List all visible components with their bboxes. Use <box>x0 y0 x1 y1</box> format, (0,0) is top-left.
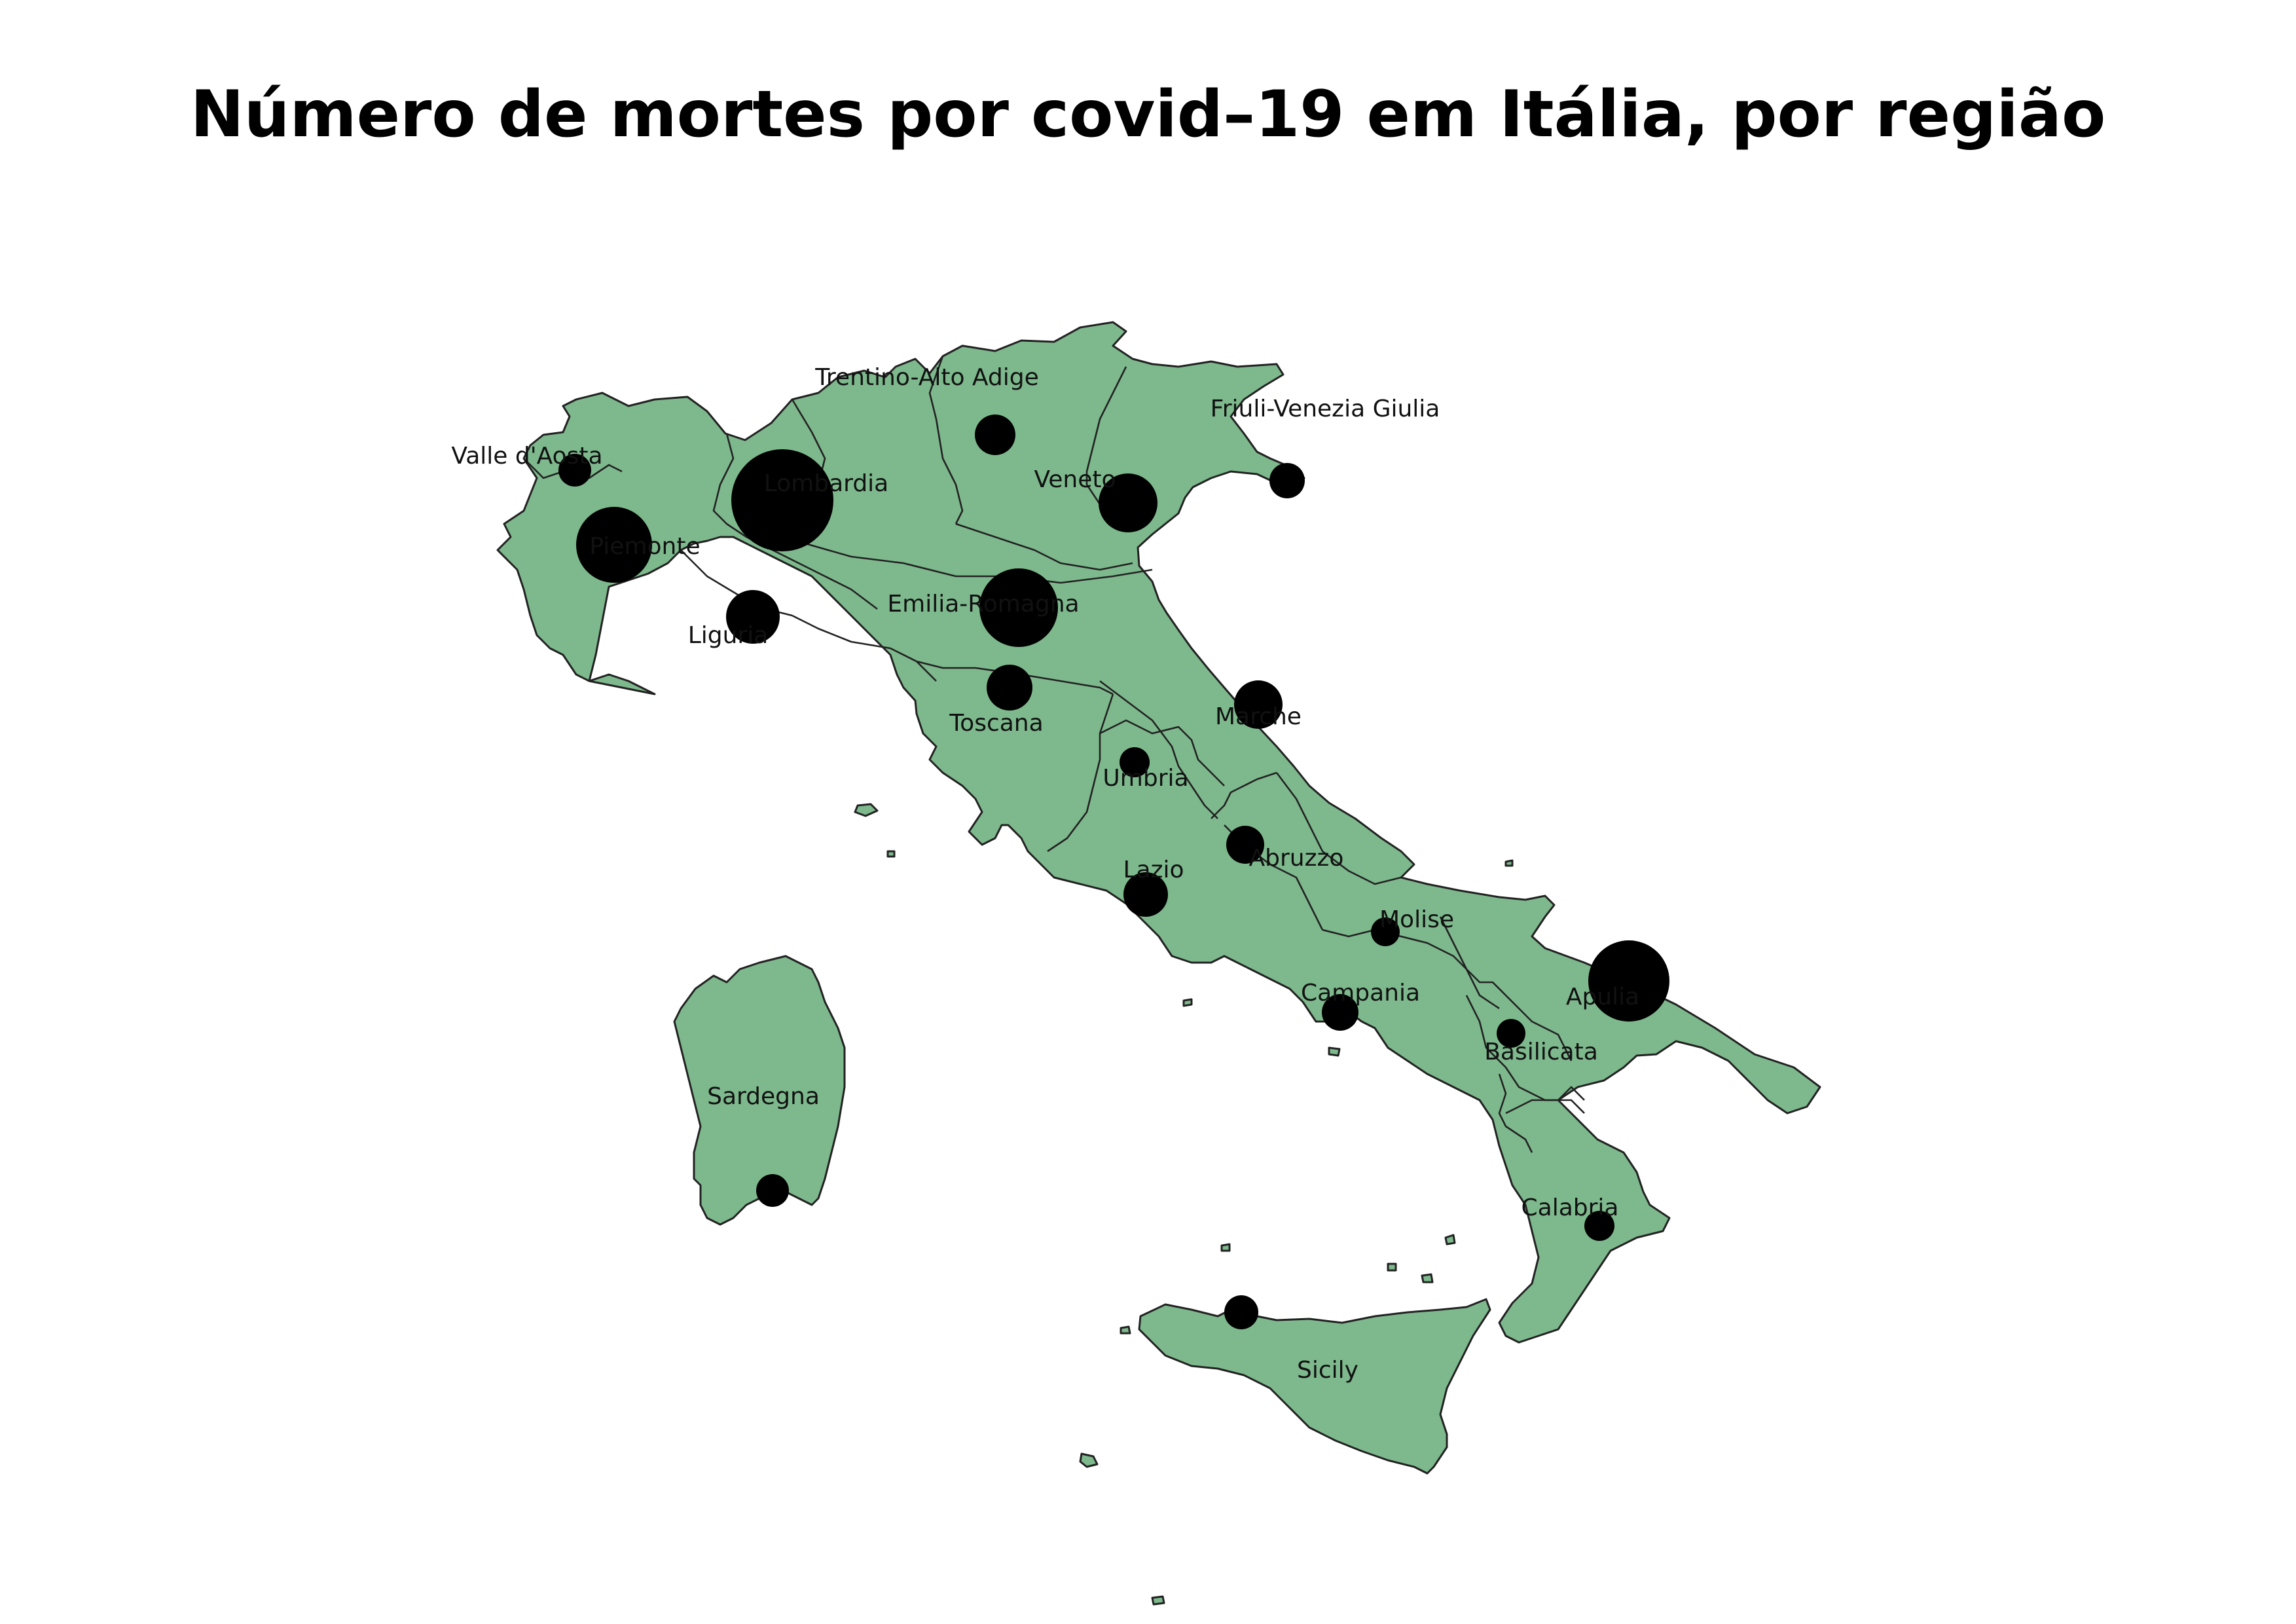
eolie-island-1 <box>1421 1273 1434 1283</box>
label-trentino-alto-adige: Trentino-Alto Adige <box>814 364 1039 391</box>
bubble-trentino-alto-adige <box>975 415 1015 455</box>
bubble-puglia <box>1588 940 1669 1022</box>
capri-island <box>1328 1046 1341 1057</box>
ponza-island <box>1182 998 1193 1007</box>
label-toscana: Toscana <box>949 710 1043 737</box>
label-puglia: Apulia <box>1566 984 1639 1010</box>
region-labels: Valle d'Aosta Piemonte Lombardia Liguria… <box>451 364 1639 1384</box>
giglio-island <box>886 850 896 858</box>
label-lazio: Lazio <box>1123 857 1184 883</box>
label-campania: Campania <box>1301 980 1420 1006</box>
mainland-italy <box>496 321 1821 1344</box>
label-lombardia: Lombardia <box>764 470 889 497</box>
bubble-friuli-venezia-giulia <box>1269 463 1305 498</box>
label-emilia-romagna: Emilia-Romagna <box>887 591 1079 618</box>
bubble-toscana <box>987 665 1032 710</box>
eolie-island-3 <box>1444 1234 1456 1246</box>
bubble-sardegna <box>756 1174 789 1207</box>
label-umbria: Umbria <box>1102 765 1188 792</box>
label-friuli-venezia-giulia: Friuli-Venezia Giulia <box>1211 396 1440 422</box>
bubble-abruzzo <box>1226 826 1264 864</box>
bubble-lazio <box>1123 872 1168 917</box>
label-calabria: Calabria <box>1522 1194 1619 1221</box>
bubble-emilia-romagna <box>979 568 1058 647</box>
sicily-island <box>1138 1298 1491 1475</box>
label-molise: Molise <box>1379 906 1454 933</box>
bubble-veneto <box>1099 473 1157 532</box>
elba-island <box>854 803 879 817</box>
bubble-calabria <box>1584 1211 1614 1241</box>
lampedusa-island <box>1151 1595 1165 1606</box>
bubble-basilicata <box>1497 1019 1525 1048</box>
bubble-sicily <box>1224 1295 1258 1329</box>
label-sardegna: Sardegna <box>707 1083 820 1110</box>
bubbles <box>558 415 1669 1329</box>
label-valle-d-aosta: Valle d'Aosta <box>451 443 602 470</box>
label-sicily: Sicily <box>1297 1357 1358 1384</box>
bubble-piemonte <box>576 507 652 583</box>
bubble-marche <box>1234 680 1283 729</box>
map-title: Número de mortes por covid–19 em Itália,… <box>190 77 2106 152</box>
label-basilicata: Basilicata <box>1484 1039 1598 1065</box>
bubble-valle-d-aosta <box>558 454 591 487</box>
label-marche: Marche <box>1215 703 1302 730</box>
egadi-island <box>1120 1325 1131 1335</box>
label-liguria: Liguria <box>688 622 769 649</box>
bubble-umbria <box>1120 747 1150 777</box>
pantelleria-island <box>1079 1452 1099 1468</box>
sardegna-island <box>673 955 846 1226</box>
label-piemonte: Piemonte <box>589 533 700 560</box>
label-abruzzo: Abruzzo <box>1249 845 1344 872</box>
bubble-lombardia <box>731 449 833 551</box>
label-veneto: Veneto <box>1034 466 1116 493</box>
eolie-island-2 <box>1387 1263 1397 1272</box>
bubble-campania <box>1322 994 1358 1031</box>
bubble-liguria <box>726 590 780 644</box>
ustica-island <box>1220 1243 1231 1252</box>
bubble-molise <box>1371 917 1400 946</box>
tremiti-island <box>1504 859 1514 867</box>
